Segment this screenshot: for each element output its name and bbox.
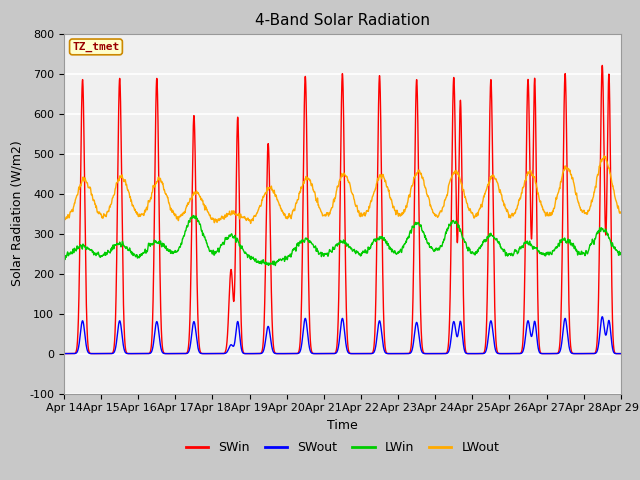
Y-axis label: Solar Radiation (W/m2): Solar Radiation (W/m2) xyxy=(11,141,24,287)
Title: 4-Band Solar Radiation: 4-Band Solar Radiation xyxy=(255,13,430,28)
Legend: SWin, SWout, LWin, LWout: SWin, SWout, LWin, LWout xyxy=(180,436,504,459)
Text: TZ_tmet: TZ_tmet xyxy=(72,42,120,52)
X-axis label: Time: Time xyxy=(327,419,358,432)
